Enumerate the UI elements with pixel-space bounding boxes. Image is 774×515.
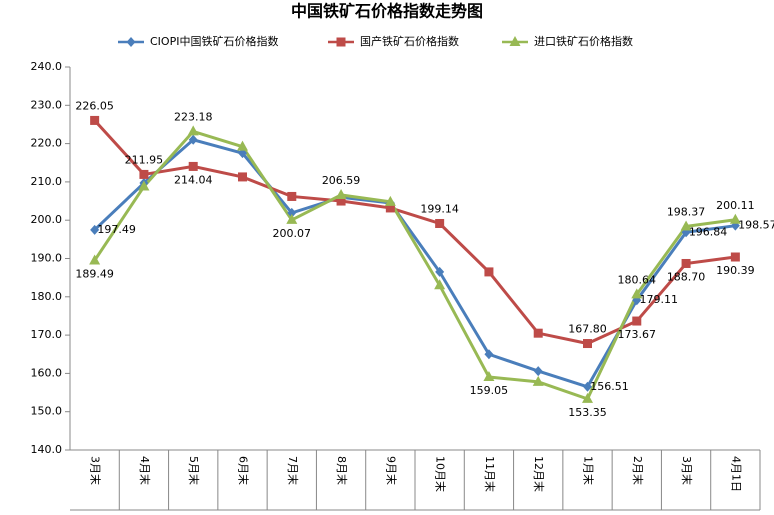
marker — [188, 161, 198, 171]
marker — [90, 115, 100, 125]
series-line — [93, 129, 736, 401]
marker — [484, 267, 494, 277]
marker — [583, 339, 592, 349]
y-tick-label: 210.0 — [31, 175, 63, 188]
marker — [139, 169, 149, 179]
marker — [484, 349, 494, 360]
x-tick-label: 9月末 — [384, 456, 398, 485]
marker — [336, 196, 346, 206]
data-label: 211.95 — [125, 153, 164, 166]
y-tick-label: 230.0 — [31, 98, 63, 111]
x-tick-label: 12月末 — [532, 456, 546, 492]
x-tick-label: 2月末 — [631, 456, 645, 485]
x-tick-label: 6月末 — [237, 456, 251, 485]
marker — [681, 258, 691, 268]
marker — [680, 220, 692, 231]
x-tick-label: 10月末 — [434, 456, 448, 492]
y-tick-label: 220.0 — [31, 137, 63, 150]
marker — [187, 125, 199, 136]
marker — [582, 392, 593, 403]
legend-label: 进口铁矿石价格指数 — [534, 34, 633, 48]
marker — [730, 252, 740, 262]
data-label: 200.11 — [716, 199, 755, 212]
marker — [238, 172, 247, 182]
data-label: 156.51 — [590, 380, 629, 393]
marker — [188, 134, 198, 145]
x-tick-label: 3月末 — [89, 456, 103, 485]
marker — [435, 266, 445, 277]
data-label: 206.59 — [322, 174, 361, 187]
data-label: 214.04 — [174, 173, 213, 186]
data-label: 200.07 — [273, 227, 312, 240]
data-label: 179.11 — [640, 293, 679, 306]
x-tick-label: 7月末 — [286, 456, 300, 485]
x-tick-label: 8月末 — [335, 456, 349, 485]
data-label: 198.57 — [738, 219, 774, 232]
x-tick-label: 4月末 — [138, 456, 152, 485]
marker — [238, 148, 247, 159]
y-tick-label: 200.0 — [31, 213, 63, 226]
y-tick-label: 150.0 — [31, 405, 63, 418]
marker — [286, 213, 298, 224]
data-label: 226.05 — [75, 99, 114, 112]
marker — [583, 381, 592, 392]
marker — [435, 218, 445, 228]
data-label: 188.70 — [667, 270, 706, 283]
data-label: 167.80 — [568, 323, 607, 336]
legend-label: CIOPI中国铁矿石价格指数 — [150, 34, 278, 48]
chart-title: 中国铁矿石价格指数走势图 — [291, 2, 483, 21]
marker — [237, 140, 248, 151]
marker — [533, 366, 543, 377]
x-tick-label: 1月末 — [582, 456, 596, 485]
data-label: 196.84 — [689, 225, 728, 238]
marker — [533, 328, 543, 338]
marker — [385, 203, 395, 213]
data-label: 180.64 — [618, 273, 657, 286]
series-line — [93, 119, 736, 346]
data-label: 190.39 — [716, 264, 755, 277]
x-tick-label: 5月末 — [187, 456, 201, 485]
legend-label: 国产铁矿石价格指数 — [360, 34, 459, 48]
y-tick-label: 140.0 — [31, 443, 63, 456]
marker — [532, 375, 544, 386]
y-tick-label: 190.0 — [31, 252, 63, 265]
marker — [335, 188, 347, 199]
marker — [729, 213, 741, 224]
data-label: 153.35 — [568, 406, 607, 419]
data-label: 159.05 — [470, 384, 509, 397]
y-tick-label: 160.0 — [31, 366, 63, 379]
data-label: 199.14 — [420, 202, 459, 215]
marker — [632, 316, 642, 326]
data-label: 198.37 — [667, 205, 706, 218]
marker — [434, 279, 446, 290]
y-tick-label: 170.0 — [31, 328, 63, 341]
marker — [509, 36, 521, 46]
data-label: 189.49 — [75, 267, 114, 280]
marker — [483, 371, 495, 382]
marker — [126, 37, 136, 47]
marker — [336, 37, 346, 47]
data-label: 223.18 — [174, 110, 213, 123]
marker — [138, 180, 150, 191]
x-tick-label: 4月1日 — [729, 456, 742, 492]
marker — [90, 224, 100, 235]
x-tick-label: 11月末 — [483, 456, 497, 492]
x-tick-label: 3月末 — [680, 456, 694, 485]
data-label: 197.49 — [97, 223, 136, 236]
marker — [89, 254, 101, 265]
marker — [287, 191, 297, 201]
y-tick-label: 240.0 — [31, 60, 63, 73]
marker — [287, 207, 297, 218]
data-label: 173.67 — [618, 328, 657, 341]
marker — [384, 195, 396, 206]
marker — [631, 288, 643, 299]
y-tick-label: 180.0 — [31, 290, 63, 303]
